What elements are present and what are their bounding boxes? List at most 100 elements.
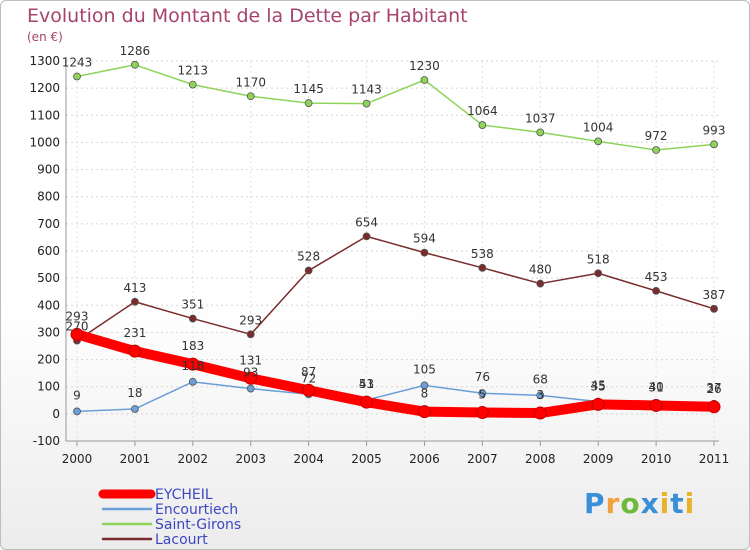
data-label-encourtiech: 105 xyxy=(413,362,436,376)
data-point-lacourt xyxy=(478,263,487,272)
data-label-eycheil: 183 xyxy=(181,339,204,353)
data-point-eycheil xyxy=(70,327,84,341)
y-tick-label: 800 xyxy=(37,190,60,204)
data-point-saint-girons xyxy=(362,99,371,108)
data-point-eycheil xyxy=(302,383,316,397)
data-point-encourtiech xyxy=(188,377,197,386)
data-point-lacourt xyxy=(246,330,255,339)
series-line-saint-girons xyxy=(76,64,715,151)
x-tick-label: 2007 xyxy=(467,452,498,466)
data-point-saint-girons xyxy=(131,60,139,69)
data-point-lacourt xyxy=(420,248,429,257)
data-label-lacourt: 387 xyxy=(703,288,726,302)
data-point-encourtiech xyxy=(246,384,255,393)
data-point-lacourt xyxy=(131,297,139,306)
x-tick-label: 2004 xyxy=(293,452,324,466)
data-label-saint-girons: 1004 xyxy=(583,120,614,134)
data-label-encourtiech: 93 xyxy=(243,366,258,380)
data-label-lacourt: 293 xyxy=(239,313,262,327)
x-tick-label: 2002 xyxy=(178,452,209,466)
data-point-saint-girons xyxy=(420,76,429,84)
data-label-saint-girons: 1064 xyxy=(467,104,498,118)
data-label-saint-girons: 1143 xyxy=(351,83,382,97)
data-label-lacourt: 480 xyxy=(529,263,552,277)
y-tick-label: 900 xyxy=(37,163,60,177)
y-tick-label: 1100 xyxy=(29,108,60,122)
data-point-lacourt xyxy=(710,304,718,313)
y-tick-label: 500 xyxy=(37,271,60,285)
data-label-encourtiech: 37 xyxy=(706,381,721,395)
data-label-encourtiech: 68 xyxy=(533,372,548,386)
data-label-saint-girons: 1243 xyxy=(62,55,93,69)
x-tick-label: 2009 xyxy=(583,452,614,466)
data-label-eycheil: 5 xyxy=(479,388,487,402)
y-tick-label: 1000 xyxy=(29,135,60,149)
data-point-encourtiech xyxy=(478,389,487,398)
data-point-eycheil xyxy=(591,397,605,411)
data-point-lacourt xyxy=(652,286,660,295)
data-point-eycheil xyxy=(649,398,663,412)
data-label-lacourt: 518 xyxy=(587,252,610,266)
data-label-encourtiech: 9 xyxy=(73,388,81,402)
data-point-saint-girons xyxy=(188,80,197,89)
data-label-eycheil: 31 xyxy=(648,380,663,394)
data-point-encourtiech xyxy=(73,407,81,416)
data-label-lacourt: 351 xyxy=(181,298,204,312)
chart-subtitle: (en €) xyxy=(27,30,63,44)
data-label-eycheil: 26 xyxy=(706,382,721,396)
series-line-lacourt xyxy=(76,235,715,342)
data-label-eycheil: 3 xyxy=(536,388,544,402)
x-tick-label: 2000 xyxy=(62,452,93,466)
data-label-saint-girons: 972 xyxy=(645,129,668,143)
chart-title: Evolution du Montant de la Dette par Hab… xyxy=(27,5,468,27)
data-label-encourtiech: 118 xyxy=(181,359,204,373)
data-point-saint-girons xyxy=(710,140,718,149)
data-label-encourtiech: 18 xyxy=(127,386,142,400)
data-point-saint-girons xyxy=(246,92,255,101)
y-tick-label: 600 xyxy=(37,244,60,258)
y-tick-label: 400 xyxy=(37,298,60,312)
x-tick-label: 2010 xyxy=(641,452,672,466)
data-point-saint-girons xyxy=(304,99,313,107)
y-tick-label: 1300 xyxy=(29,54,60,68)
y-tick-label: 100 xyxy=(37,380,60,394)
x-tick-label: 2006 xyxy=(409,452,440,466)
series-line-eycheil xyxy=(72,329,719,419)
x-tick-label: 2003 xyxy=(235,452,266,466)
brand-logo: Proxiti xyxy=(584,487,696,520)
data-point-lacourt xyxy=(188,314,197,323)
data-label-saint-girons: 1145 xyxy=(293,82,324,96)
data-point-saint-girons xyxy=(478,121,487,129)
y-tick-label: 300 xyxy=(37,325,60,339)
data-point-encourtiech xyxy=(536,391,545,400)
data-label-eycheil: 8 xyxy=(421,387,429,401)
data-point-encourtiech xyxy=(420,381,429,390)
data-point-lacourt xyxy=(304,266,313,275)
data-label-encourtiech: 51 xyxy=(359,377,374,391)
data-label-saint-girons: 1230 xyxy=(409,59,440,73)
data-label-lacourt: 453 xyxy=(645,270,668,284)
data-label-eycheil: 293 xyxy=(66,309,89,323)
data-label-saint-girons: 1286 xyxy=(120,44,151,58)
y-tick-label: 0 xyxy=(52,407,60,421)
data-point-eycheil xyxy=(707,400,721,414)
data-label-lacourt: 270 xyxy=(66,320,89,334)
data-point-eycheil xyxy=(186,357,200,371)
data-point-saint-girons xyxy=(652,146,660,154)
data-point-saint-girons xyxy=(594,137,603,146)
data-label-encourtiech: 76 xyxy=(475,370,490,384)
data-label-lacourt: 594 xyxy=(413,232,436,246)
legend-label-encourtiech: Encourtiech xyxy=(155,502,239,518)
data-point-saint-girons xyxy=(73,72,81,81)
data-point-eycheil xyxy=(533,406,547,420)
data-point-lacourt xyxy=(594,269,603,278)
x-tick-label: 2011 xyxy=(699,452,730,466)
legend-label-lacourt: Lacourt xyxy=(155,532,208,548)
data-label-eycheil: 35 xyxy=(591,379,606,393)
data-label-lacourt: 538 xyxy=(471,247,494,261)
y-tick-label: 700 xyxy=(37,217,60,231)
data-label-encourtiech: 72 xyxy=(301,371,316,385)
data-point-lacourt xyxy=(536,279,545,288)
data-point-saint-girons xyxy=(536,128,545,137)
